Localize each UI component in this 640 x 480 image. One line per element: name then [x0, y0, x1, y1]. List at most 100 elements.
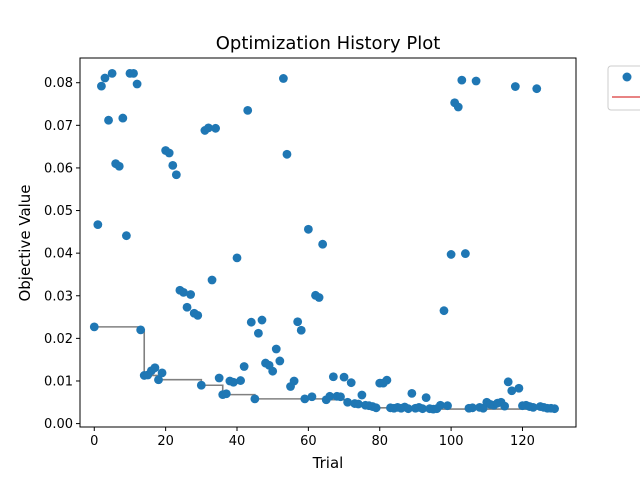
- trial-point: [293, 317, 303, 327]
- trial-point: [371, 403, 381, 413]
- trial-point: [507, 386, 517, 396]
- trial-point: [314, 293, 324, 302]
- x-tick-label: 40: [229, 434, 246, 449]
- trial-point: [250, 394, 260, 404]
- trial-point: [214, 373, 224, 383]
- trial-point: [114, 161, 124, 171]
- trial-point: [471, 76, 481, 86]
- trial-point: [439, 306, 449, 316]
- trial-point: [453, 102, 463, 112]
- y-axis: 0.00 0.01 0.02 0.03 0.04 0.05 0.06 0.07 0.08: [44, 76, 80, 432]
- trial-point: [129, 68, 138, 78]
- trial-point: [328, 372, 338, 382]
- trial-point: [136, 325, 146, 335]
- trial-point: [154, 375, 163, 385]
- trial-point: [468, 403, 477, 413]
- trial-point: [239, 362, 249, 371]
- y-tick-label: 0.04: [44, 247, 73, 262]
- y-tick-label: 0.06: [44, 161, 73, 176]
- y-tick-label: 0.05: [44, 204, 73, 219]
- trial-point: [229, 377, 238, 387]
- trial-point: [460, 249, 470, 258]
- trial-point: [514, 383, 524, 393]
- trial-point: [318, 239, 328, 249]
- trial-point: [164, 148, 174, 158]
- trial-point: [336, 392, 345, 402]
- trial-point: [339, 372, 349, 382]
- trial-point: [121, 231, 131, 241]
- trial-point: [403, 404, 413, 414]
- chart-title: Optimization History Plot: [216, 33, 441, 54]
- trial-point: [150, 363, 160, 373]
- trial-point: [221, 389, 231, 399]
- trial-point: [303, 224, 313, 234]
- trial-point: [275, 356, 285, 366]
- trial-point: [443, 401, 452, 411]
- trial-point: [132, 79, 142, 89]
- trial-point: [357, 390, 367, 400]
- x-axis-label: Trial: [312, 454, 344, 472]
- trial-point: [532, 84, 542, 94]
- trial-point: [118, 113, 128, 123]
- trial-point: [168, 160, 178, 170]
- y-tick-label: 0.02: [44, 332, 73, 347]
- trial-point: [107, 68, 117, 78]
- plot-area-frame: [79, 57, 577, 428]
- trial-point: [271, 344, 281, 354]
- legend-box: [607, 65, 640, 111]
- trial-point: [457, 75, 467, 85]
- trial-point: [182, 302, 192, 312]
- trial-point: [436, 400, 445, 410]
- trial-point: [346, 378, 356, 388]
- trial-point: [93, 220, 103, 230]
- trial-point: [446, 250, 456, 259]
- trial-point: [296, 325, 306, 335]
- trial-point: [407, 388, 417, 398]
- y-tick-label: 0.01: [44, 374, 73, 389]
- trial-point: [211, 123, 220, 133]
- trial-point: [204, 123, 213, 133]
- trial-point: [353, 399, 363, 409]
- trial-point: [500, 401, 510, 411]
- trial-point: [179, 287, 188, 297]
- trial-point: [257, 315, 267, 325]
- trial-point: [550, 404, 559, 414]
- trial-point: [254, 328, 263, 338]
- legend: [607, 65, 640, 111]
- trial-point: [382, 375, 392, 385]
- trial-point: [268, 366, 278, 376]
- trial-point: [157, 368, 167, 378]
- trial-point: [510, 82, 520, 91]
- x-tick-label: 20: [157, 434, 174, 449]
- trial-point: [171, 170, 181, 180]
- trial-point: [300, 394, 310, 404]
- x-tick-label: 0: [90, 434, 98, 449]
- y-tick-label: 0.07: [44, 119, 73, 134]
- trial-point: [236, 376, 245, 385]
- trial-point: [418, 404, 427, 414]
- trial-point: [343, 397, 353, 407]
- trial-point: [503, 377, 513, 387]
- trial-point: [282, 149, 292, 159]
- y-tick-label: 0.03: [44, 289, 73, 304]
- x-axis: 0 20 40 60 80 100 120: [90, 427, 535, 449]
- trial-point: [307, 392, 317, 402]
- trial-point: [289, 376, 299, 386]
- trial-point: [325, 391, 335, 401]
- trial-point: [232, 253, 242, 263]
- trial-point: [421, 393, 431, 402]
- trial-point: [246, 317, 256, 327]
- y-axis-label: Objective Value: [16, 184, 34, 301]
- trial-point: [196, 380, 206, 390]
- trial-points-layer: [89, 68, 559, 414]
- trial-point: [100, 73, 110, 83]
- trial-point: [278, 74, 288, 83]
- trial-point: [104, 115, 113, 125]
- trial-point: [186, 290, 196, 299]
- trial-point: [207, 275, 217, 285]
- y-tick-label: 0.00: [44, 417, 73, 432]
- x-tick-label: 100: [439, 434, 464, 449]
- trial-point: [528, 402, 538, 412]
- y-tick-label: 0.08: [44, 76, 73, 91]
